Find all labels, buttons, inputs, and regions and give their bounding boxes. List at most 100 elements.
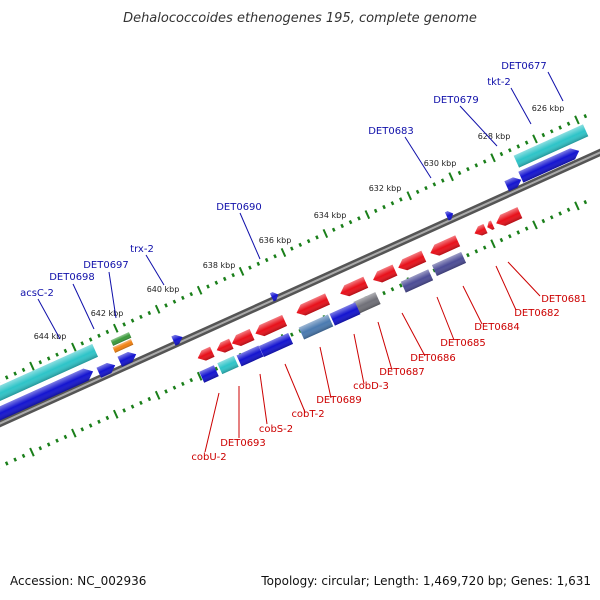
gene-label-det0679[interactable]: DET0679 xyxy=(433,95,479,106)
gene-label-det0687[interactable]: DET0687 xyxy=(379,367,425,378)
scale-tick-lower xyxy=(508,234,512,239)
gene-label-cobd-3[interactable]: cobD-3 xyxy=(353,381,389,392)
gene-det0690[interactable] xyxy=(269,290,280,302)
gene-gray[interactable] xyxy=(353,292,381,314)
gene-navy-2[interactable] xyxy=(400,269,434,293)
gene-label-acsc-2[interactable]: acsC-2 xyxy=(20,288,54,299)
gene-det0697-green[interactable] xyxy=(110,332,132,346)
gene-label-det0693[interactable]: DET0693 xyxy=(220,438,266,449)
gene-det0681[interactable] xyxy=(494,207,523,229)
scale-tick-upper xyxy=(482,159,487,164)
gene-cobd-3[interactable] xyxy=(294,293,330,319)
gene-cyan-small[interactable] xyxy=(217,355,239,375)
scale-tick-lower xyxy=(558,211,562,216)
scale-tick-upper xyxy=(306,238,311,244)
gene-steel[interactable] xyxy=(298,314,334,340)
leader-line-17 xyxy=(284,363,306,413)
gene-det0693[interactable] xyxy=(214,338,234,356)
gene-blue-cobs[interactable] xyxy=(258,332,294,358)
gene-det0697-orange[interactable] xyxy=(112,339,134,353)
scale-tick-upper xyxy=(424,186,428,191)
gene-label-det0683[interactable]: DET0683 xyxy=(368,126,414,137)
gene-label-cobt-2[interactable]: cobT-2 xyxy=(291,409,324,420)
gene-label-det0690[interactable]: DET0690 xyxy=(216,202,262,213)
scale-tick-lower xyxy=(490,239,496,249)
leader-line-6 xyxy=(108,271,117,319)
scale-tick-lower xyxy=(172,385,177,390)
gene-acsc-2-block[interactable] xyxy=(0,343,99,403)
scale-tick-lower xyxy=(105,415,110,421)
gene-det0686[interactable] xyxy=(396,250,427,273)
gene-det0682[interactable] xyxy=(485,220,495,232)
gene-label-cobu-2[interactable]: cobU-2 xyxy=(191,452,226,463)
scale-tick-upper xyxy=(4,375,9,380)
gene-blue-det0693[interactable] xyxy=(236,345,264,367)
gene-blue-block-left-shade xyxy=(0,368,94,423)
scale-label-636: 636 kbp xyxy=(259,236,292,245)
leader-line-2 xyxy=(459,105,498,147)
leader-line-0 xyxy=(547,71,564,102)
scale-tick-upper xyxy=(399,197,403,202)
leader-line-9 xyxy=(507,261,541,297)
gene-cobs-2[interactable] xyxy=(230,329,255,349)
gene-label-det0697[interactable]: DET0697 xyxy=(83,260,129,271)
scale-tick-upper xyxy=(474,163,479,168)
gene-det0677-shade xyxy=(513,124,589,168)
gene-label-det0682[interactable]: DET0682 xyxy=(514,308,560,319)
gene-acsc-2[interactable] xyxy=(96,360,118,378)
gene-label-cobs-2[interactable]: cobS-2 xyxy=(259,424,293,435)
gene-det0693-shade xyxy=(216,338,234,353)
gene-navy-1[interactable] xyxy=(431,251,467,277)
scale-tick-upper xyxy=(290,246,294,251)
gene-label-det0689[interactable]: DET0689 xyxy=(316,395,362,406)
genome-backbone xyxy=(0,148,600,428)
bottom-gene-labels: DET0681 DET0682 DET0684 DET0685 DET0686 … xyxy=(191,294,586,463)
gene-det0677[interactable] xyxy=(513,124,589,168)
scale-tick-lower xyxy=(474,249,479,254)
gene-blue-small[interactable] xyxy=(199,365,219,383)
gene-label-trx-2[interactable]: trx-2 xyxy=(130,244,154,255)
gene-det0685[interactable] xyxy=(428,235,461,258)
gene-det0687[interactable] xyxy=(338,276,369,299)
gene-det0697-green-shade xyxy=(110,332,132,346)
scale-label-638: 638 kbp xyxy=(203,261,236,270)
gene-det0697-orange-shade xyxy=(112,339,134,353)
scale-tick-lower xyxy=(549,215,554,220)
gene-tkt-2[interactable] xyxy=(518,145,581,183)
leader-line-14 xyxy=(377,321,393,371)
scale-tick-upper xyxy=(130,318,135,323)
gene-label-det0686[interactable]: DET0686 xyxy=(410,353,456,364)
gene-label-tkt-2[interactable]: tkt-2 xyxy=(487,77,511,88)
gene-det0683[interactable] xyxy=(444,209,455,221)
scale-tick-upper xyxy=(46,356,51,361)
gene-blue-block-left[interactable] xyxy=(0,365,96,423)
scale-tick-upper xyxy=(432,182,437,187)
scale-tick-upper xyxy=(516,144,521,149)
gene-label-det0698[interactable]: DET0698 xyxy=(49,272,95,283)
scale-tick-upper xyxy=(63,348,68,354)
gene-cobu-2[interactable] xyxy=(195,346,215,364)
gene-label-det0677[interactable]: DET0677 xyxy=(501,61,547,72)
scale-tick-lower xyxy=(130,404,135,409)
scale-tick-upper xyxy=(490,153,496,163)
scale-tick-lower xyxy=(196,371,203,381)
scale-tick-lower xyxy=(181,381,185,387)
scale-tick-lower xyxy=(97,419,101,424)
scale-tick-lower xyxy=(214,366,219,371)
gene-det0686b[interactable] xyxy=(371,264,398,286)
gene-trx-2[interactable] xyxy=(171,332,184,346)
gene-det0679[interactable] xyxy=(504,175,523,192)
gene-label-det0684[interactable]: DET0684 xyxy=(474,322,520,333)
scale-tick-upper xyxy=(448,172,454,182)
scale-tick-upper xyxy=(97,333,101,338)
scale-label-632: 632 kbp xyxy=(369,184,402,193)
gene-det0698[interactable] xyxy=(117,349,139,367)
leader-line-10 xyxy=(495,265,517,311)
gene-label-det0681[interactable]: DET0681 xyxy=(541,294,587,305)
scale-labels: 626 kbp 628 kbp 630 kbp 632 kbp 634 kbp … xyxy=(34,104,565,341)
gene-blue-mid[interactable] xyxy=(329,302,361,326)
leader-line-18 xyxy=(259,373,268,425)
gene-label-det0685[interactable]: DET0685 xyxy=(440,338,486,349)
gene-cobt-2[interactable] xyxy=(253,314,288,339)
gene-det0684[interactable] xyxy=(472,223,488,238)
